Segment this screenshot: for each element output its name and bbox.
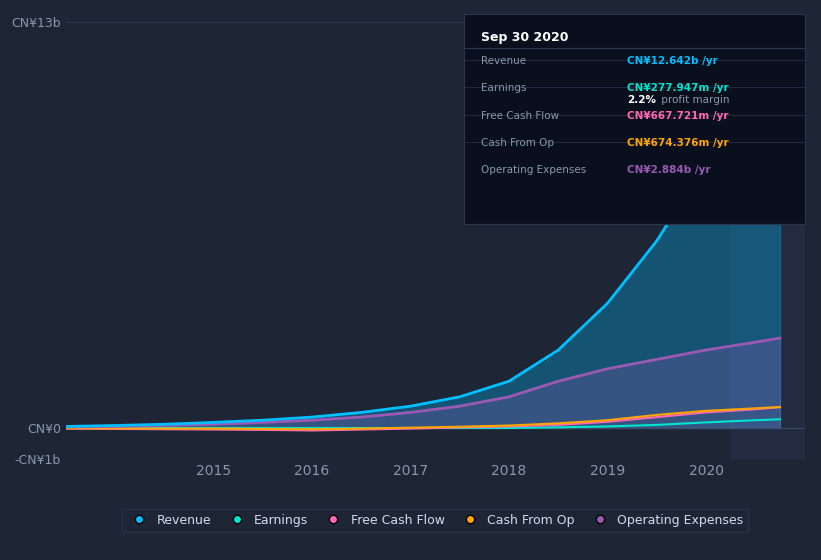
Text: 2.2%: 2.2% bbox=[627, 95, 657, 105]
Text: profit margin: profit margin bbox=[658, 95, 730, 105]
Text: Revenue: Revenue bbox=[481, 56, 526, 66]
Text: CN¥277.947m /yr: CN¥277.947m /yr bbox=[627, 83, 729, 94]
Text: CN¥12.642b /yr: CN¥12.642b /yr bbox=[627, 56, 718, 66]
Text: Operating Expenses: Operating Expenses bbox=[481, 165, 586, 175]
Text: CN¥667.721m /yr: CN¥667.721m /yr bbox=[627, 111, 729, 120]
Text: Sep 30 2020: Sep 30 2020 bbox=[481, 31, 568, 44]
Text: Free Cash Flow: Free Cash Flow bbox=[481, 111, 559, 120]
Text: Earnings: Earnings bbox=[481, 83, 526, 94]
Text: Cash From Op: Cash From Op bbox=[481, 138, 554, 148]
Bar bbox=[731, 22, 805, 459]
Legend: Revenue, Earnings, Free Cash Flow, Cash From Op, Operating Expenses: Revenue, Earnings, Free Cash Flow, Cash … bbox=[122, 508, 749, 531]
Text: CN¥674.376m /yr: CN¥674.376m /yr bbox=[627, 138, 729, 148]
Text: CN¥2.884b /yr: CN¥2.884b /yr bbox=[627, 165, 711, 175]
